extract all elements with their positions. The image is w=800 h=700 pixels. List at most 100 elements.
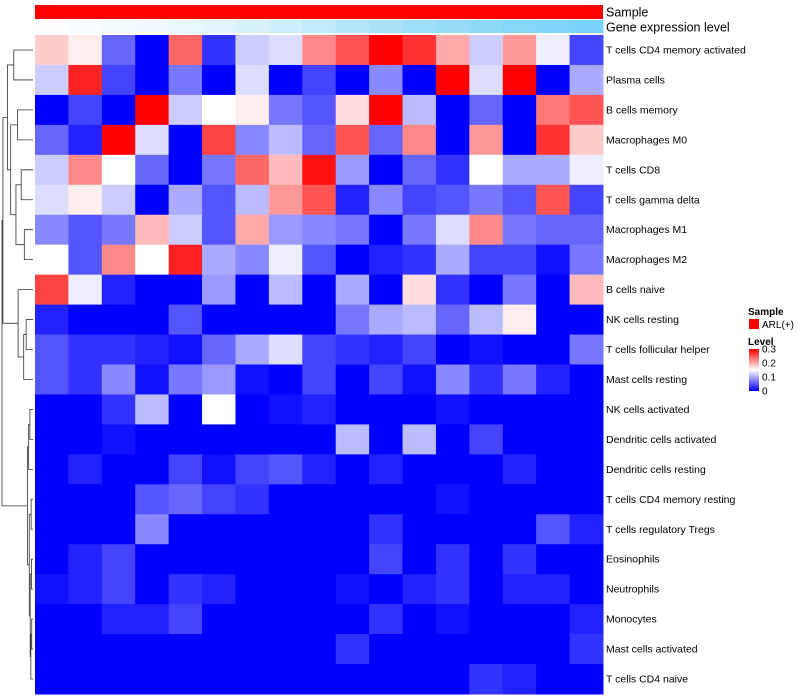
heatmap-cell bbox=[402, 574, 437, 605]
heatmap-cell bbox=[235, 64, 270, 96]
row-labels: T cells CD4 memory activated Plasma cells… bbox=[606, 44, 746, 685]
heatmap-cell bbox=[35, 274, 69, 306]
heatmap-cell bbox=[469, 604, 504, 635]
heatmap-cell bbox=[302, 184, 337, 216]
heatmap-cell bbox=[502, 334, 537, 365]
heatmap-cell bbox=[35, 604, 69, 635]
legend-level-ticks: 0.3 0.2 0.1 0 bbox=[762, 345, 776, 398]
row-label: NK cells activated bbox=[606, 404, 690, 416]
heatmap-cell bbox=[502, 214, 537, 246]
heatmap-cell bbox=[502, 514, 537, 545]
heatmap-cell bbox=[268, 424, 303, 455]
heatmap-cell bbox=[35, 514, 69, 545]
heatmap-cell bbox=[335, 574, 370, 605]
heatmap-cell bbox=[235, 94, 270, 126]
heatmap-cell bbox=[402, 424, 437, 455]
heatmap-cell bbox=[335, 394, 370, 425]
heatmap-cell bbox=[268, 664, 303, 695]
heatmap-cell bbox=[135, 154, 170, 186]
heatmap-cell bbox=[335, 184, 370, 216]
heatmap-cell bbox=[235, 304, 270, 336]
heatmap-cell bbox=[35, 394, 69, 425]
heatmap-cell bbox=[402, 154, 437, 186]
heatmap-cell bbox=[502, 394, 537, 425]
sample-annotation-label: Sample bbox=[606, 6, 648, 20]
heatmap-cell bbox=[302, 454, 337, 485]
heatmap-cell bbox=[402, 214, 437, 246]
heatmap-cell bbox=[435, 94, 470, 126]
heatmap-cell bbox=[268, 184, 303, 216]
heatmap-cell bbox=[35, 424, 69, 455]
heatmap-cell bbox=[168, 214, 203, 246]
heatmap-cell bbox=[268, 154, 303, 186]
heatmap-cell bbox=[35, 304, 69, 336]
heatmap-cell bbox=[569, 64, 604, 96]
heatmap-cell bbox=[268, 634, 303, 665]
heatmap-cell bbox=[469, 334, 504, 365]
heatmap-cell bbox=[502, 154, 537, 186]
row-label: Monocytes bbox=[606, 614, 657, 626]
heatmap-cell bbox=[402, 64, 437, 96]
heatmap-cell bbox=[168, 544, 203, 575]
heatmap-cell bbox=[302, 484, 337, 515]
heatmap-cell bbox=[68, 94, 103, 126]
heatmap-cell bbox=[536, 304, 571, 336]
heatmap-cell bbox=[402, 394, 437, 425]
heatmap-cell bbox=[302, 154, 337, 186]
heatmap-cell bbox=[569, 94, 604, 126]
heatmap-cell bbox=[268, 35, 303, 66]
heatmap-cell bbox=[369, 364, 404, 395]
expression-cell bbox=[302, 20, 337, 33]
heatmap-cell bbox=[68, 364, 103, 395]
heatmap-cell bbox=[502, 424, 537, 455]
heatmap-cell bbox=[168, 394, 203, 425]
heatmap-cell bbox=[435, 184, 470, 216]
heatmap-cell bbox=[435, 244, 470, 276]
heatmap-cell bbox=[536, 634, 571, 665]
heatmap-cell bbox=[101, 184, 136, 216]
heatmap-cell bbox=[302, 634, 337, 665]
expression-cell bbox=[68, 20, 103, 33]
heatmap-cell bbox=[402, 35, 437, 66]
heatmap-cell bbox=[168, 35, 203, 66]
heatmap-cell bbox=[101, 334, 136, 365]
heatmap-cell bbox=[502, 634, 537, 665]
heatmap-cell bbox=[435, 604, 470, 635]
heatmap-cell bbox=[569, 274, 604, 306]
heatmap-cell bbox=[135, 64, 170, 96]
heatmap-cell bbox=[369, 484, 404, 515]
heatmap-cell bbox=[469, 124, 504, 156]
heatmap-cell bbox=[369, 274, 404, 306]
heatmap-cell bbox=[35, 184, 69, 216]
heatmap-cell bbox=[101, 604, 136, 635]
heatmap-cell bbox=[202, 274, 236, 306]
heatmap-cell bbox=[369, 334, 404, 365]
heatmap-cell bbox=[135, 664, 170, 695]
heatmap-cell bbox=[68, 124, 103, 156]
heatmap-cell bbox=[202, 35, 236, 66]
heatmap-cell bbox=[268, 364, 303, 395]
heatmap-cell bbox=[68, 154, 103, 186]
dendrogram-branch bbox=[20, 169, 33, 201]
heatmap-cell bbox=[502, 124, 537, 156]
expression-cell bbox=[268, 20, 303, 33]
heatmap-cell bbox=[569, 424, 604, 455]
heatmap-cell bbox=[569, 154, 604, 186]
heatmap-cell bbox=[569, 35, 604, 66]
heatmap-cell bbox=[402, 94, 437, 126]
row-label: Mast cells resting bbox=[606, 374, 687, 386]
heatmap-cell bbox=[68, 454, 103, 485]
heatmap-cell bbox=[135, 244, 170, 276]
heatmap-cell bbox=[268, 574, 303, 605]
heatmap-cell bbox=[202, 214, 236, 246]
heatmap-cell bbox=[135, 274, 170, 306]
dendrogram-branch bbox=[28, 424, 33, 470]
heatmap-cell bbox=[135, 634, 170, 665]
row-label: Dendritic cells resting bbox=[606, 464, 706, 476]
heatmap-cell bbox=[202, 244, 236, 276]
heatmap-cell bbox=[435, 364, 470, 395]
heatmap-cell bbox=[202, 514, 236, 545]
heatmap-cells bbox=[35, 35, 604, 695]
heatmap-cell bbox=[369, 604, 404, 635]
